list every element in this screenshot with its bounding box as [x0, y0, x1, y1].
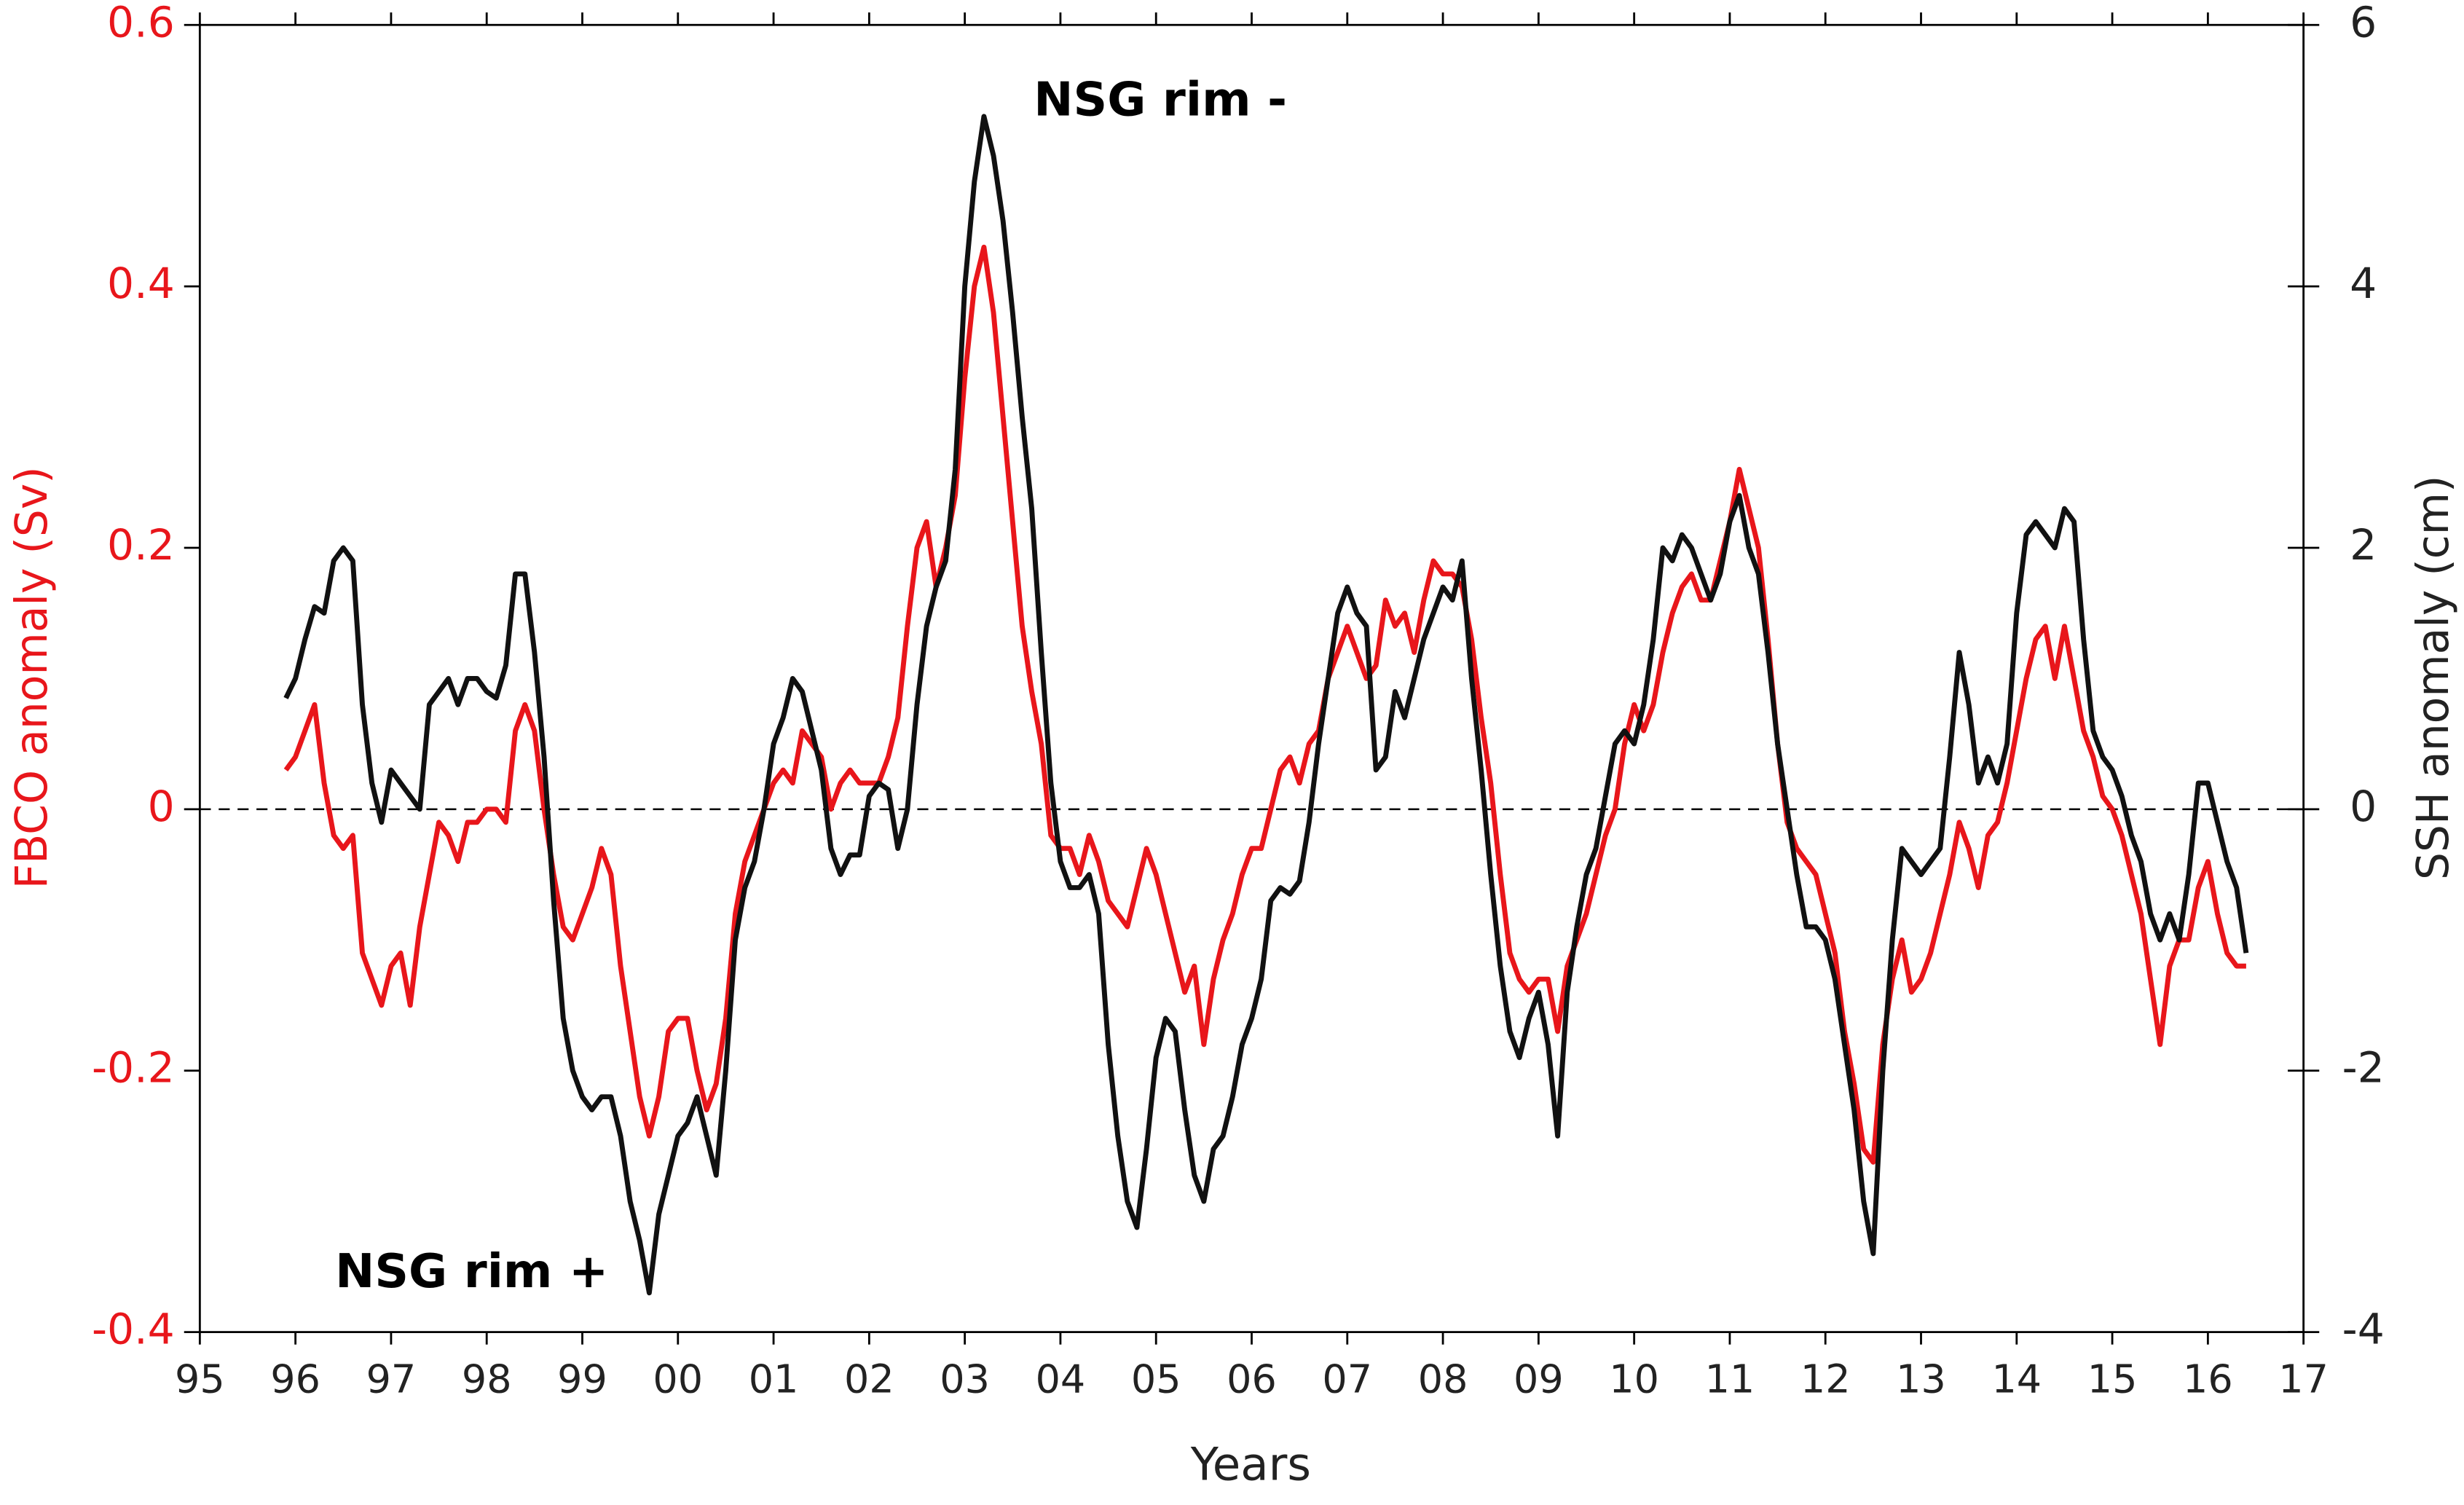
x-tick-label: 96	[270, 1356, 320, 1402]
y2-axis-label: SSH anomaly (cm)	[2408, 476, 2459, 880]
x-tick-label: 11	[1705, 1356, 1755, 1402]
x-tick-label: 12	[1800, 1356, 1851, 1402]
x-tick-label: 97	[366, 1356, 417, 1402]
plot-frame	[198, 23, 2305, 1333]
x-tick-label: 03	[940, 1356, 990, 1402]
x-tick-label: 99	[557, 1356, 607, 1402]
y2-tick-label: -4	[2342, 1305, 2385, 1354]
x-tick-label: 15	[2087, 1356, 2138, 1402]
x-tick-label: 05	[1131, 1356, 1181, 1402]
x-tick-label: 10	[1609, 1356, 1659, 1402]
x-tick-label: 07	[1322, 1356, 1372, 1402]
y-tick-label: 0.4	[107, 259, 175, 308]
y2-tick-label: -2	[2342, 1043, 2385, 1093]
x-tick-label: 02	[844, 1356, 894, 1402]
annotation: NSG rim -	[1034, 73, 1287, 127]
x-tick-label: 08	[1418, 1356, 1468, 1402]
x-tick-label: 95	[175, 1356, 225, 1402]
y2-tick-label: 6	[2350, 0, 2377, 47]
data-line	[283, 244, 2246, 1165]
x-axis-label: Years	[1190, 1438, 1311, 1491]
y2-tick-label: 4	[2350, 259, 2377, 308]
x-tick-label: 09	[1514, 1356, 1564, 1402]
y2-tick-label: 0	[2350, 782, 2377, 831]
x-tick-label: 01	[749, 1356, 799, 1402]
y-tick-label: -0.2	[92, 1043, 175, 1093]
y-tick-label: 0.2	[107, 520, 175, 570]
x-tick-label: 06	[1227, 1356, 1277, 1402]
y-axis-label: FBCO anomaly (Sv)	[7, 466, 58, 889]
y-tick-label: 0.6	[107, 0, 175, 47]
data-line	[283, 114, 2249, 1296]
x-tick-label: 14	[1991, 1356, 2042, 1402]
y-tick-label: 0	[148, 782, 175, 831]
annotation: NSG rim +	[335, 1244, 608, 1299]
x-tick-label: 16	[2183, 1356, 2233, 1402]
y2-tick-label: 2	[2350, 520, 2377, 570]
x-tick-label: 04	[1036, 1356, 1086, 1402]
x-tick-label: 13	[1896, 1356, 1946, 1402]
x-tick-label: 00	[653, 1356, 703, 1402]
x-tick-label: 98	[462, 1356, 512, 1402]
y-tick-label: -0.4	[92, 1305, 175, 1354]
x-tick-label: 17	[2278, 1356, 2329, 1402]
